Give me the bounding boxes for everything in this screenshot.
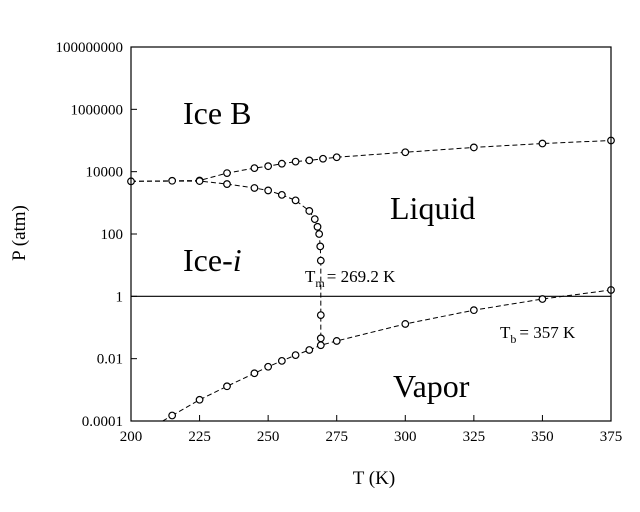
data-point: [277, 159, 286, 168]
data-point: [223, 180, 231, 188]
y-tick-label: 100000000: [56, 40, 124, 56]
tb-value: = 357 K: [519, 323, 576, 342]
data-point: [223, 382, 231, 391]
data-point: [401, 148, 410, 157]
boiling-point-annotation: Tb = 357 K: [500, 323, 576, 346]
y-axis-title: P (atm): [9, 205, 30, 261]
data-markers: [127, 136, 615, 420]
data-point: [313, 222, 322, 231]
data-point: [250, 164, 259, 173]
data-point: [291, 157, 300, 166]
y-tick-label: 0.0001: [82, 414, 123, 430]
x-tick-label: 300: [394, 429, 417, 445]
data-point: [310, 215, 319, 224]
data-point: [401, 320, 410, 328]
data-point: [332, 337, 341, 345]
data-point: [277, 356, 286, 365]
x-tick-label: 375: [600, 429, 623, 445]
y-axis: 0.0001 0.01 1 100 10000 1000000 100000000: [56, 40, 137, 430]
tm-symbol: T: [305, 267, 316, 286]
data-point: [305, 207, 314, 215]
region-label-liquid: Liquid: [390, 190, 475, 226]
data-point: [316, 311, 325, 319]
x-tick-label: 325: [463, 429, 486, 445]
data-point: [315, 230, 324, 238]
data-point: [469, 306, 478, 315]
tm-value: = 269.2 K: [327, 267, 396, 286]
data-point: [250, 369, 259, 378]
x-tick-label: 350: [531, 429, 554, 445]
region-label-ice-i-prefix: Ice-: [183, 242, 233, 278]
region-label-ice-i: Ice-i: [183, 242, 242, 278]
x-tick-label: 225: [188, 429, 211, 445]
data-point: [291, 196, 300, 205]
data-point: [250, 184, 259, 192]
y-tick-label: 0.01: [97, 352, 123, 368]
x-axis-title: T (K): [353, 468, 395, 489]
data-point: [277, 190, 286, 199]
data-point: [305, 346, 314, 354]
data-point: [264, 162, 273, 171]
data-point: [316, 341, 325, 350]
data-point: [316, 334, 325, 343]
y-tick-label: 100: [101, 227, 124, 243]
data-point: [291, 351, 300, 360]
x-tick-label: 200: [120, 429, 143, 445]
tm-subscript: m: [315, 276, 325, 290]
tb-subscript: b: [510, 332, 516, 346]
data-point: [469, 143, 478, 152]
data-point: [264, 186, 273, 195]
data-point: [538, 139, 547, 148]
tb-symbol: T: [500, 323, 511, 342]
x-tick-label: 275: [325, 429, 348, 445]
data-point: [538, 295, 547, 303]
data-point: [195, 395, 204, 404]
data-point: [316, 256, 325, 265]
x-axis: 200 225 250 275 300 325 350 375: [120, 415, 623, 445]
region-label-ice-b: Ice B: [183, 95, 251, 131]
plot-area: [127, 46, 615, 422]
region-label-ice-i-italic: i: [233, 242, 242, 278]
y-tick-label: 1: [116, 289, 124, 305]
data-point: [316, 242, 325, 251]
data-point: [223, 169, 231, 177]
data-point: [195, 177, 204, 185]
region-label-vapor: Vapor: [393, 368, 470, 404]
data-point: [168, 176, 177, 185]
y-tick-label: 10000: [86, 165, 124, 181]
data-point: [332, 153, 341, 162]
y-tick-label: 1000000: [71, 102, 124, 118]
melting-point-annotation: Tm = 269.2 K: [305, 267, 396, 290]
ice-b-boundary-series-line: [131, 140, 611, 182]
x-tick-label: 250: [257, 429, 280, 445]
data-point: [319, 154, 327, 163]
vapor-boundary-series-line: [171, 289, 611, 416]
data-point: [168, 411, 177, 420]
data-point: [305, 156, 314, 165]
data-point: [264, 362, 273, 371]
